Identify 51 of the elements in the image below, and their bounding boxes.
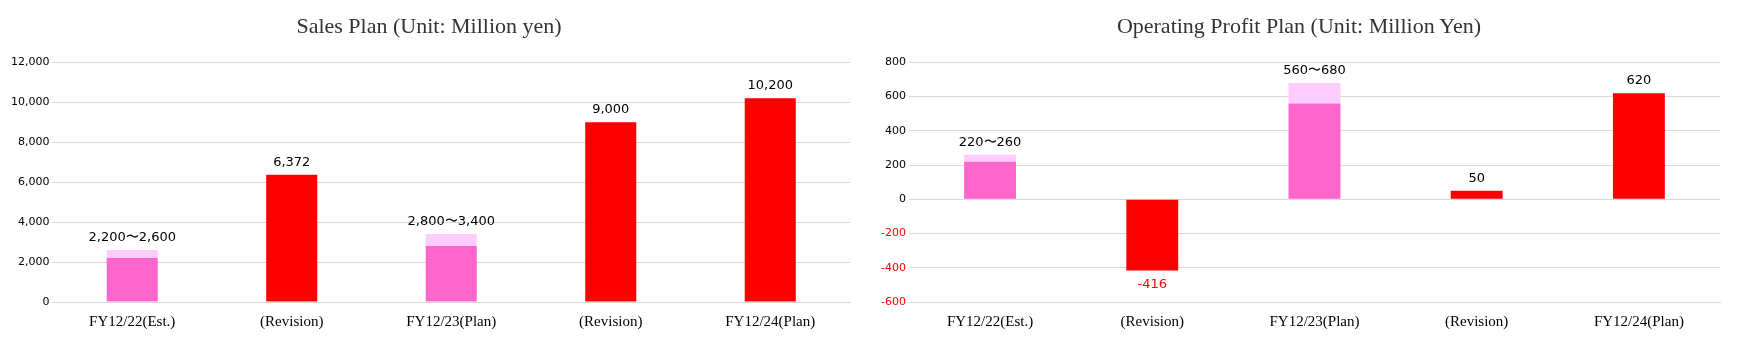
y-tick-label: 200 — [884, 157, 906, 171]
bar — [1612, 93, 1665, 199]
x-tick-label: FY12/22(Est.) — [89, 312, 176, 330]
y-tick-label: 10,000 — [10, 95, 50, 109]
x-tick-label: (Revision) — [1445, 312, 1509, 330]
y-tick-label: 0 — [42, 294, 50, 308]
bar — [1288, 103, 1341, 199]
y-tick-label: 12,000 — [10, 55, 50, 69]
bar — [106, 250, 158, 259]
annotation: 220〜260 — [958, 133, 1022, 149]
bar — [964, 154, 1017, 162]
x-tick-label: FY12/22(Est.) — [946, 312, 1034, 330]
x-tick-label: FY12/23(Plan) — [1269, 312, 1360, 330]
data-label: 6,372 — [273, 153, 311, 169]
y-tick-label: 2,000 — [17, 254, 50, 268]
data-label: 9,000 — [592, 101, 630, 117]
data-label: -416 — [1137, 276, 1168, 292]
y-tick-label: -200 — [881, 226, 906, 240]
bar — [1450, 190, 1503, 199]
bar — [585, 122, 637, 302]
y-tick-label: 0 — [898, 192, 906, 206]
chart-title: Sales Plan (Unit: Million yen) — [296, 12, 562, 38]
y-tick-label: -600 — [881, 294, 906, 308]
bar — [744, 98, 796, 302]
y-tick-label: 8,000 — [17, 135, 50, 149]
x-tick-label: FY12/24(Plan) — [725, 312, 816, 330]
x-tick-label: FY12/24(Plan) — [1593, 312, 1684, 330]
x-tick-label: (Revision) — [1120, 312, 1184, 330]
data-label: 50 — [1468, 169, 1485, 185]
bar — [1288, 82, 1341, 104]
y-tick-label: 4,000 — [17, 214, 50, 228]
y-tick-label: 800 — [884, 55, 906, 69]
bar — [1126, 199, 1179, 271]
bar — [106, 258, 158, 302]
data-label: 10,200 — [747, 77, 793, 93]
y-tick-label: 600 — [884, 89, 906, 103]
bar — [425, 246, 477, 302]
y-tick-label: 400 — [884, 123, 906, 137]
y-tick-label: 6,000 — [17, 175, 50, 189]
annotation: 2,200〜2,600 — [88, 228, 176, 244]
bar — [964, 161, 1017, 199]
chart-title: Operating Profit Plan (Unit: Million Yen) — [1116, 12, 1482, 38]
x-tick-label: FY12/23(Plan) — [406, 312, 497, 330]
annotation: 560〜680 — [1283, 61, 1346, 77]
x-tick-label: (Revision) — [579, 312, 643, 330]
x-tick-label: (Revision) — [260, 312, 324, 330]
annotation: 2,800〜3,400 — [407, 212, 495, 228]
data-label: 620 — [1626, 72, 1652, 88]
bar — [266, 174, 318, 302]
y-tick-label: -400 — [881, 260, 906, 274]
bar — [425, 234, 477, 247]
